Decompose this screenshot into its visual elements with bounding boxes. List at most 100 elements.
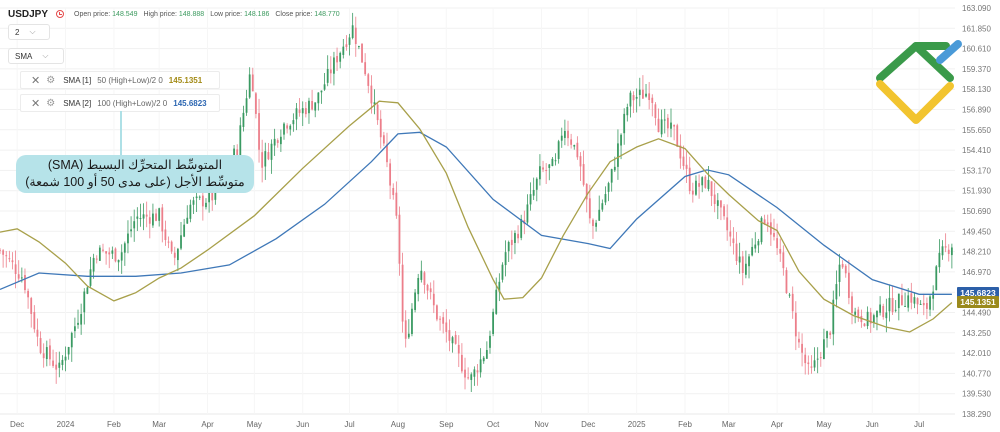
candle-body xyxy=(657,118,660,133)
clock-icon[interactable] xyxy=(56,10,65,18)
candle-body xyxy=(448,330,451,341)
candle-body xyxy=(869,312,872,324)
candle-body xyxy=(201,195,204,207)
y-tick-label: 149.450 xyxy=(962,227,991,236)
candle-body xyxy=(311,101,313,110)
candle-body xyxy=(529,194,532,205)
candle-body xyxy=(279,136,282,145)
sma-50-value: 145.1351 xyxy=(168,75,203,85)
candle-body xyxy=(688,167,691,192)
candle-body xyxy=(439,318,441,320)
candle-body xyxy=(298,109,301,113)
candle-body xyxy=(445,322,448,332)
candle-body xyxy=(145,214,148,217)
callout-line-2: متوسِّط الأجل (على مدى 50 أو 100 شمعة) xyxy=(25,175,245,189)
candle-body xyxy=(411,308,413,335)
candle-body xyxy=(30,298,33,314)
candle-body xyxy=(33,312,36,330)
candle-body xyxy=(897,293,900,309)
y-tick-label: 138.290 xyxy=(962,410,991,419)
candle-body xyxy=(854,311,857,315)
candle-body xyxy=(117,259,120,263)
candle-body xyxy=(944,246,947,248)
candle-body xyxy=(64,356,67,361)
candle-body xyxy=(261,152,264,168)
candle-body xyxy=(882,305,885,318)
interval-dropdown[interactable]: 2 ⌵ xyxy=(8,24,50,40)
candle-body xyxy=(292,120,295,125)
candle-body xyxy=(333,57,335,74)
sma-100-badge: 145.6823 xyxy=(960,288,996,298)
candle-body xyxy=(470,374,473,380)
open-label: Open price: xyxy=(74,10,111,18)
candle-body xyxy=(682,156,685,166)
candle-body xyxy=(632,95,635,101)
indicator-value: SMA xyxy=(15,51,33,61)
candle-body xyxy=(604,194,607,203)
candle-body xyxy=(39,338,42,353)
candle-body xyxy=(245,98,248,113)
candle-body xyxy=(685,164,688,169)
candle-body xyxy=(102,249,104,251)
gear-icon[interactable]: ⚙ xyxy=(46,97,56,109)
candle-body xyxy=(92,257,95,272)
candle-body xyxy=(879,304,881,313)
candle-body xyxy=(111,250,114,254)
candle-body xyxy=(548,164,551,168)
candle-body xyxy=(607,183,610,192)
sma-100-name: SMA [2] xyxy=(63,98,92,108)
candle-body xyxy=(567,130,569,139)
candle-body xyxy=(432,293,435,306)
chevron-down-icon: ⌵ xyxy=(29,27,36,36)
candle-body xyxy=(794,312,797,337)
candle-body xyxy=(894,309,897,311)
candle-body xyxy=(342,46,345,55)
candle-body xyxy=(373,102,376,105)
candle-body xyxy=(395,192,398,216)
x-tick-label: May xyxy=(247,420,262,429)
candle-body xyxy=(345,44,348,48)
candle-body xyxy=(766,222,769,225)
candle-body xyxy=(832,299,835,335)
candle-body xyxy=(904,305,906,307)
y-tick-label: 139.530 xyxy=(962,390,991,399)
candle-body xyxy=(588,198,591,219)
candle-body xyxy=(180,235,182,249)
candle-body xyxy=(251,74,254,92)
candle-body xyxy=(595,222,597,227)
candle-body xyxy=(754,244,757,249)
gear-icon[interactable]: ⚙ xyxy=(46,74,56,86)
candle-body xyxy=(635,96,638,99)
candle-body xyxy=(5,255,8,257)
candle-body xyxy=(782,252,785,269)
close-icon[interactable]: ✕ xyxy=(31,74,41,87)
indicator-dropdown[interactable]: SMA ⌵ xyxy=(8,48,64,64)
candle-body xyxy=(847,272,850,298)
candle-body xyxy=(133,221,136,229)
candle-body xyxy=(776,238,779,249)
candle-body xyxy=(579,156,582,167)
candle-body xyxy=(576,142,579,158)
candle-body xyxy=(208,191,211,203)
candle-body xyxy=(329,69,332,74)
candle-body xyxy=(354,27,357,45)
candle-body xyxy=(120,252,123,261)
candle-body xyxy=(813,360,816,368)
candle-body xyxy=(620,134,622,146)
candle-body xyxy=(517,233,519,239)
candle-body xyxy=(161,207,164,232)
sma-50-badge-bg xyxy=(957,295,999,308)
candle-body xyxy=(926,302,928,309)
candle-body xyxy=(36,329,39,337)
candle-body xyxy=(0,249,1,251)
candle-body xyxy=(420,270,423,280)
x-tick-label: Jun xyxy=(866,420,879,429)
candle-body xyxy=(155,213,157,221)
sma-50-row: ✕ ⚙ SMA [1] 50 (High+Low)/2 0 145.1351 xyxy=(20,71,220,89)
candle-body xyxy=(86,287,89,294)
candle-body xyxy=(58,362,61,368)
close-icon[interactable]: ✕ xyxy=(31,97,41,110)
candle-body xyxy=(532,189,535,196)
candle-body xyxy=(860,315,863,323)
